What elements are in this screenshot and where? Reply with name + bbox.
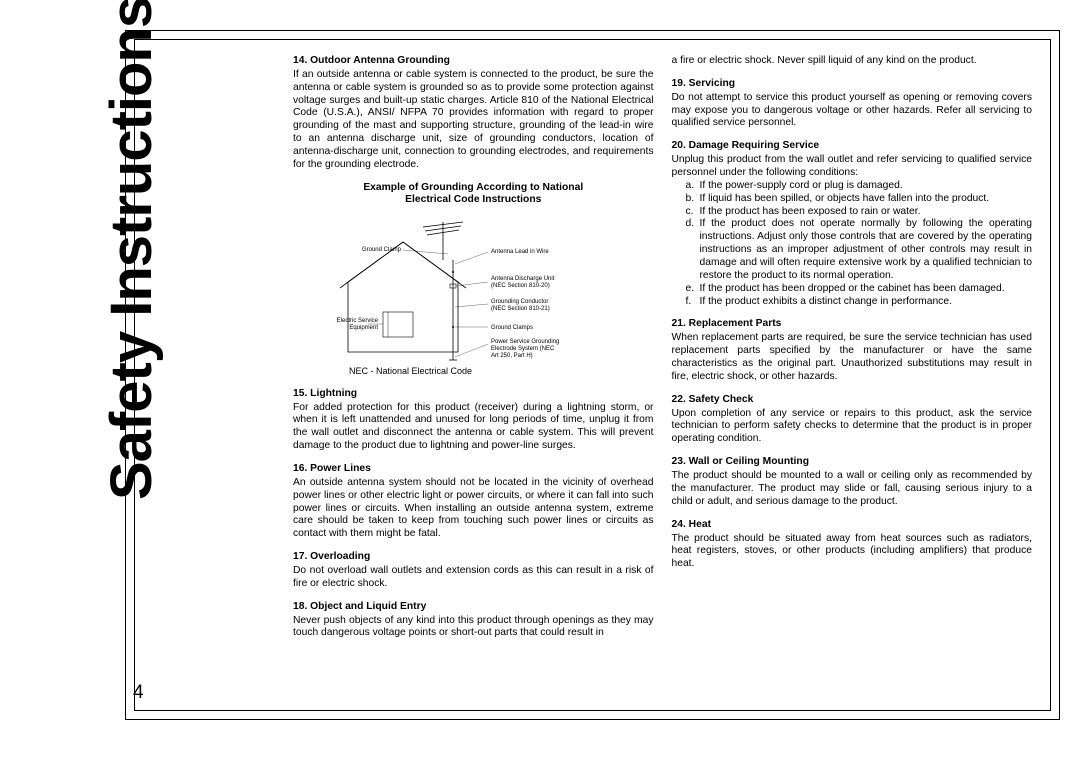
section-16: 16. Power Lines An outside antenna syste…	[293, 463, 654, 541]
right-column: a fire or electric shock. Never spill li…	[672, 55, 1033, 695]
section-23-title: 23. Wall or Ceiling Mounting	[672, 456, 1033, 469]
section-17-title: 17. Overloading	[293, 551, 654, 564]
section-21: 21. Replacement Parts When replacement p…	[672, 318, 1033, 383]
diagram-caption-line2: Electrical Code Instructions	[405, 194, 541, 205]
label-power-3: Art 250, Part H)	[491, 353, 533, 359]
label-electric-2: Equipment	[350, 325, 379, 331]
diagram-caption: Example of Grounding According to Nation…	[293, 182, 654, 207]
section-24-title: 24. Heat	[672, 519, 1033, 532]
section-15-body: For added protection for this product (r…	[293, 402, 654, 453]
diagram-footer: NEC - National Electrical Code	[349, 366, 654, 377]
section-23-body: The product should be mounted to a wall …	[672, 470, 1033, 509]
section-22-title: 22. Safety Check	[672, 394, 1033, 407]
section-20-a: If the power-supply cord or plug is dama…	[686, 180, 1033, 193]
section-22-body: Upon completion of any service or repair…	[672, 408, 1033, 447]
section-17: 17. Overloading Do not overload wall out…	[293, 551, 654, 591]
label-power-2: Electrode System (NEC	[491, 346, 555, 352]
page-inner-border: 14. Outdoor Antenna Grounding If an outs…	[134, 39, 1051, 711]
left-column: 14. Outdoor Antenna Grounding If an outs…	[153, 55, 654, 695]
section-19: 19. Servicing Do not attempt to service …	[672, 78, 1033, 130]
label-power-1: Power Service Grounding	[491, 339, 559, 345]
label-discharge-1: Antenna Discharge Unit	[491, 276, 555, 282]
section-16-body: An outside antenna system should not be …	[293, 477, 654, 541]
section-19-body: Do not attempt to service this product y…	[672, 92, 1033, 131]
section-17-body: Do not overload wall outlets and extensi…	[293, 565, 654, 591]
section-14-title: 14. Outdoor Antenna Grounding	[293, 55, 654, 68]
label-conductor-1: Grounding Conductor	[491, 299, 548, 305]
section-20-c: If the product has been exposed to rain …	[686, 206, 1033, 219]
label-ground-clamps: Ground Clamps	[491, 325, 533, 331]
section-24: 24. Heat The product should be situated …	[672, 519, 1033, 571]
section-23: 23. Wall or Ceiling Mounting The product…	[672, 456, 1033, 508]
section-22: 22. Safety Check Upon completion of any …	[672, 394, 1033, 446]
section-18-continuation: a fire or electric shock. Never spill li…	[672, 55, 1033, 68]
section-20-e: If the product has been dropped or the c…	[686, 283, 1033, 296]
section-18-body: Never push objects of any kind into this…	[293, 615, 654, 641]
diagram-caption-line1: Example of Grounding According to Nation…	[363, 182, 583, 193]
section-20-list: If the power-supply cord or plug is dama…	[672, 180, 1033, 309]
section-18: 18. Object and Liquid Entry Never push o…	[293, 601, 654, 641]
section-15-title: 15. Lightning	[293, 388, 654, 401]
section-21-title: 21. Replacement Parts	[672, 318, 1033, 331]
section-20: 20. Damage Requiring Service Unplug this…	[672, 140, 1033, 308]
section-20-f: If the product exhibits a distinct chang…	[686, 296, 1033, 309]
section-20-title: 20. Damage Requiring Service	[672, 140, 1033, 153]
label-conductor-2: (NEC Section 810-21)	[491, 306, 550, 312]
section-20-b: If liquid has been spilled, or objects h…	[686, 193, 1033, 206]
section-24-body: The product should be situated away from…	[672, 533, 1033, 572]
section-14: 14. Outdoor Antenna Grounding If an outs…	[293, 55, 654, 172]
label-antenna-lead: Antenna Lead in Wire	[491, 249, 549, 255]
section-14-body: If an outside antenna or cable system is…	[293, 69, 654, 172]
label-electric-1: Electric Service	[337, 318, 379, 324]
section-15: 15. Lightning For added protection for t…	[293, 388, 654, 453]
label-discharge-2: (NEC Section 810-20)	[491, 283, 550, 289]
grounding-diagram: Ground Clamp Antenna Lead in Wire Antenn…	[293, 212, 654, 362]
section-16-title: 16. Power Lines	[293, 463, 654, 476]
page-outer-border: 14. Outdoor Antenna Grounding If an outs…	[125, 30, 1060, 720]
section-21-body: When replacement parts are required, be …	[672, 332, 1033, 383]
section-20-intro: Unplug this product from the wall outlet…	[672, 154, 1033, 180]
section-20-d: If the product does not operate normally…	[686, 218, 1033, 282]
section-19-title: 19. Servicing	[672, 78, 1033, 91]
section-18-title: 18. Object and Liquid Entry	[293, 601, 654, 614]
label-ground-clamp: Ground Clamp	[362, 247, 402, 253]
